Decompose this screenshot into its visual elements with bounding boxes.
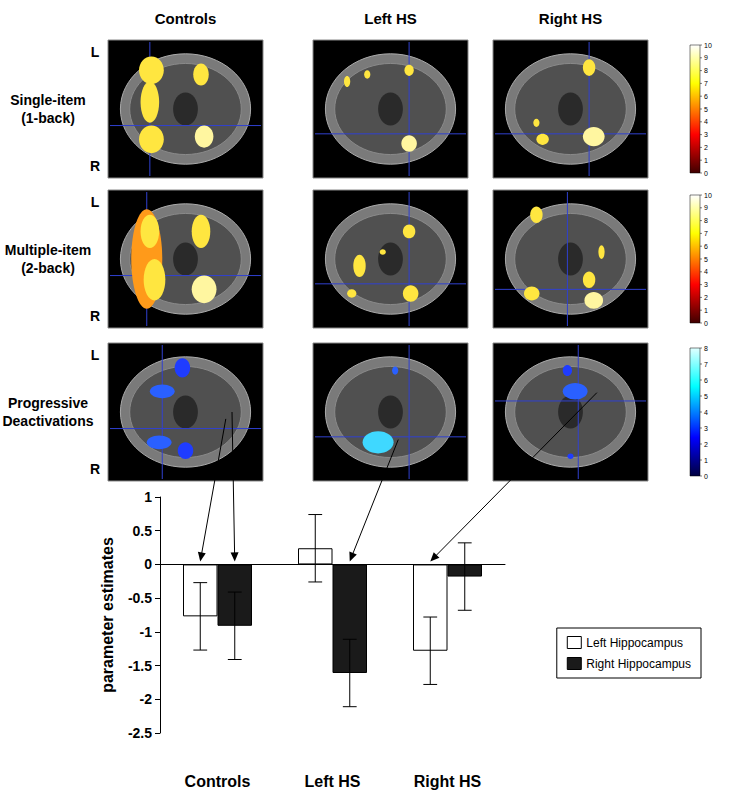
svg-text:Right HS: Right HS <box>539 10 602 27</box>
svg-text:Left HS: Left HS <box>364 10 417 27</box>
svg-text:Right Hippocampus: Right Hippocampus <box>586 657 691 671</box>
svg-text:5: 5 <box>704 393 708 400</box>
svg-text:1: 1 <box>704 307 708 314</box>
svg-text:(1-back): (1-back) <box>21 110 75 126</box>
svg-text:Left Hippocampus: Left Hippocampus <box>586 636 683 650</box>
svg-text:0.5: 0.5 <box>133 523 153 539</box>
svg-text:6: 6 <box>704 93 708 100</box>
svg-text:parameter estimates: parameter estimates <box>99 537 116 693</box>
svg-text:L: L <box>91 194 100 210</box>
svg-text:(2-back): (2-back) <box>21 260 75 276</box>
svg-text:0: 0 <box>144 556 152 572</box>
svg-text:Single-item: Single-item <box>10 92 85 108</box>
svg-text:6: 6 <box>704 243 708 250</box>
svg-text:Right HS: Right HS <box>414 773 482 790</box>
svg-text:4: 4 <box>704 409 708 416</box>
svg-text:Multiple-item: Multiple-item <box>5 242 91 258</box>
svg-text:3: 3 <box>704 425 708 432</box>
svg-text:8: 8 <box>704 67 708 74</box>
svg-text:1: 1 <box>704 457 708 464</box>
svg-text:-2.5: -2.5 <box>128 725 152 741</box>
svg-text:5: 5 <box>704 256 708 263</box>
svg-text:-0.5: -0.5 <box>128 590 152 606</box>
svg-text:3: 3 <box>704 131 708 138</box>
svg-text:9: 9 <box>704 204 708 211</box>
svg-text:7: 7 <box>704 230 708 237</box>
svg-text:0: 0 <box>704 320 708 327</box>
svg-text:3: 3 <box>704 281 708 288</box>
svg-text:Controls: Controls <box>155 10 217 27</box>
svg-text:1: 1 <box>704 157 708 164</box>
svg-text:R: R <box>90 461 100 477</box>
svg-text:2: 2 <box>704 144 708 151</box>
svg-text:Left HS: Left HS <box>305 773 361 790</box>
svg-text:-1.5: -1.5 <box>128 658 152 674</box>
svg-text:R: R <box>90 158 100 174</box>
svg-text:2: 2 <box>704 294 708 301</box>
svg-text:-1: -1 <box>140 624 153 640</box>
svg-text:7: 7 <box>704 80 708 87</box>
svg-text:10: 10 <box>704 42 712 49</box>
svg-text:4: 4 <box>704 118 708 125</box>
svg-text:L: L <box>91 347 100 363</box>
svg-text:6: 6 <box>704 377 708 384</box>
svg-text:Deactivations: Deactivations <box>2 413 93 429</box>
svg-text:0: 0 <box>704 170 708 177</box>
svg-text:-2: -2 <box>140 691 153 707</box>
svg-text:R: R <box>90 308 100 324</box>
svg-text:8: 8 <box>704 345 708 352</box>
svg-text:Controls: Controls <box>185 773 251 790</box>
svg-text:1: 1 <box>144 489 152 505</box>
svg-text:4: 4 <box>704 268 708 275</box>
svg-text:L: L <box>91 44 100 60</box>
svg-text:7: 7 <box>704 361 708 368</box>
svg-text:5: 5 <box>704 106 708 113</box>
svg-text:9: 9 <box>704 54 708 61</box>
svg-text:Progressive: Progressive <box>8 395 88 411</box>
svg-text:8: 8 <box>704 217 708 224</box>
svg-text:2: 2 <box>704 441 708 448</box>
svg-text:0: 0 <box>704 473 708 480</box>
svg-text:10: 10 <box>704 192 712 199</box>
